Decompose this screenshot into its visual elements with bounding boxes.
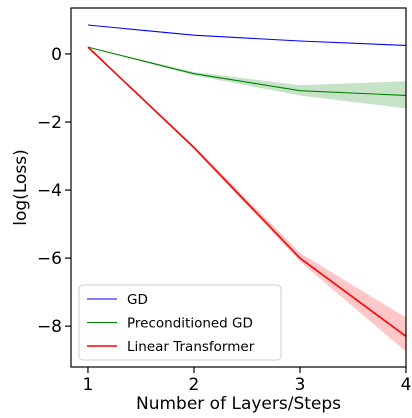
x-tick-label: 3 <box>295 375 306 395</box>
x-tick-label: 4 <box>401 375 412 395</box>
y-tick-label: −4 <box>37 181 62 201</box>
band-preconditioned-gd <box>87 47 406 109</box>
x-axis-label: Number of Layers/Steps <box>136 394 341 414</box>
series-lines <box>87 24 407 338</box>
line-preconditioned-gd <box>87 46 407 97</box>
legend-label: Linear Transformer <box>127 339 255 355</box>
x-axis-ticks: 1 2 3 4 <box>83 367 412 395</box>
y-tick-label: −6 <box>37 249 62 269</box>
y-axis-ticks: 0 −2 −4 −6 −8 <box>37 45 71 337</box>
y-axis-label: log(Loss) <box>11 149 31 225</box>
line-linear-transformer <box>87 46 407 338</box>
legend: GD Preconditioned GD Linear Transformer <box>78 284 282 361</box>
y-tick-label: −2 <box>37 113 62 133</box>
x-tick-label: 1 <box>83 375 94 395</box>
band-gd <box>87 25 406 46</box>
x-tick-label: 2 <box>189 375 200 395</box>
legend-label: Preconditioned GD <box>127 316 253 332</box>
legend-label: GD <box>127 292 148 308</box>
y-tick-label: −8 <box>37 317 62 337</box>
line-gd <box>87 24 407 46</box>
plot-frame <box>70 7 407 368</box>
legend-box <box>78 284 282 361</box>
y-tick-label: 0 <box>51 45 62 65</box>
